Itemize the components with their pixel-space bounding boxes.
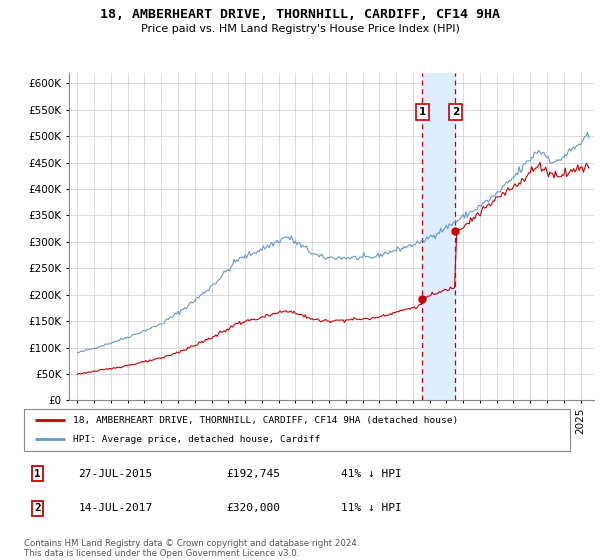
Text: 14-JUL-2017: 14-JUL-2017 (79, 503, 153, 513)
FancyBboxPatch shape (24, 409, 570, 451)
Text: 1: 1 (34, 469, 41, 479)
Text: 18, AMBERHEART DRIVE, THORNHILL, CARDIFF, CF14 9HA (detached house): 18, AMBERHEART DRIVE, THORNHILL, CARDIFF… (73, 416, 458, 424)
Text: Contains HM Land Registry data © Crown copyright and database right 2024.
This d: Contains HM Land Registry data © Crown c… (24, 539, 359, 558)
Text: 11% ↓ HPI: 11% ↓ HPI (341, 503, 401, 513)
Text: 2: 2 (34, 503, 41, 513)
Text: 1: 1 (419, 107, 426, 117)
Text: HPI: Average price, detached house, Cardiff: HPI: Average price, detached house, Card… (73, 435, 320, 444)
Text: 2: 2 (452, 107, 459, 117)
Text: £192,745: £192,745 (226, 469, 280, 479)
Text: 27-JUL-2015: 27-JUL-2015 (79, 469, 153, 479)
Bar (422, 73, 455, 400)
Text: Price paid vs. HM Land Registry's House Price Index (HPI): Price paid vs. HM Land Registry's House … (140, 24, 460, 34)
Text: 41% ↓ HPI: 41% ↓ HPI (341, 469, 401, 479)
Text: 18, AMBERHEART DRIVE, THORNHILL, CARDIFF, CF14 9HA: 18, AMBERHEART DRIVE, THORNHILL, CARDIFF… (100, 8, 500, 21)
Text: £320,000: £320,000 (226, 503, 280, 513)
